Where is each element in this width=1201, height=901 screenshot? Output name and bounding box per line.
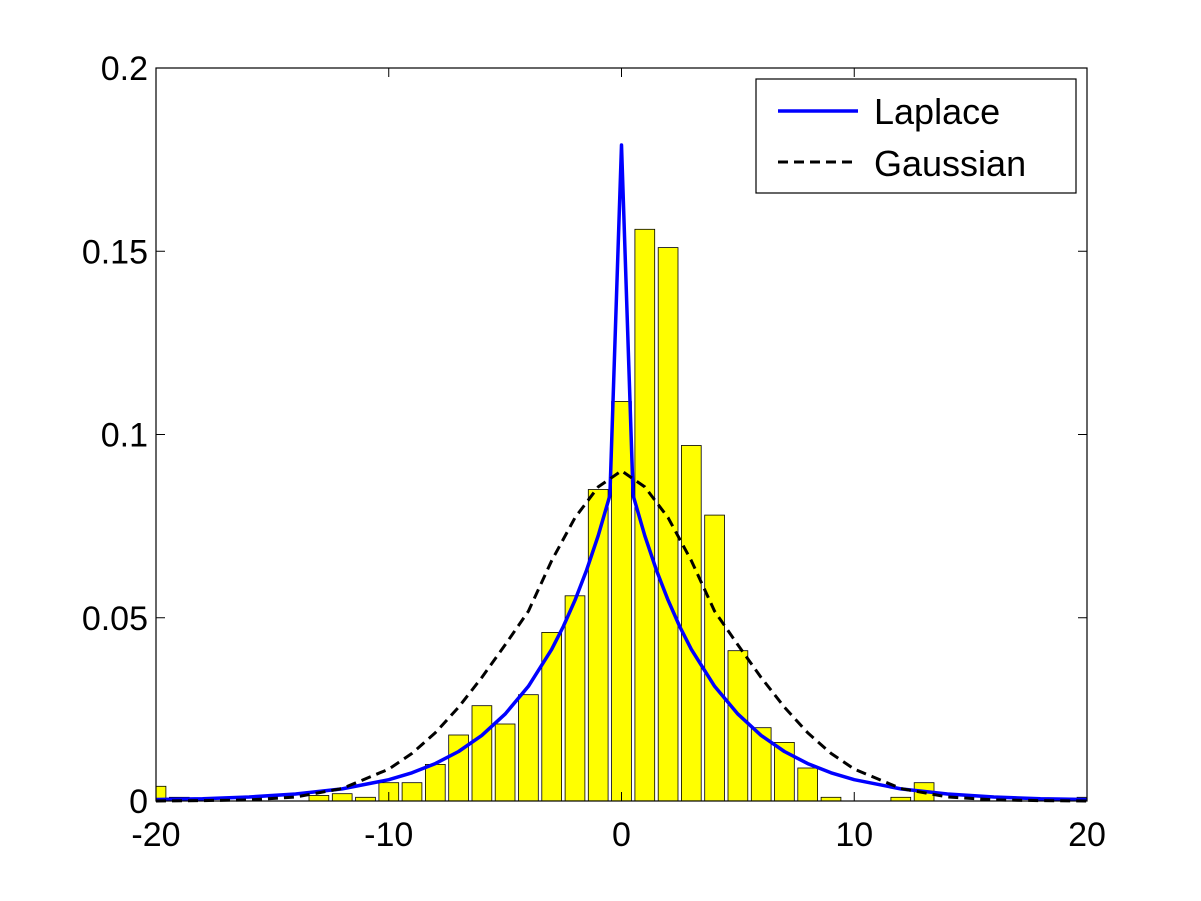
- legend-laplace-label: Laplace: [874, 91, 1000, 132]
- histogram-bar: [611, 401, 632, 802]
- legend: Laplace Gaussian: [755, 78, 1077, 194]
- histogram-bar: [704, 514, 725, 802]
- histogram-bar: [331, 793, 353, 802]
- x-tick-label: -10: [364, 816, 413, 854]
- histogram-bar: [471, 705, 493, 802]
- tick-labels: -20 -10 0 10 20 0 0.05 0.1 0.15 0.2: [82, 50, 1106, 854]
- histogram-bar: [564, 595, 586, 802]
- y-tick-label: 0.2: [101, 50, 148, 88]
- histogram-bar: [424, 764, 446, 802]
- y-tick-label: 0: [129, 783, 148, 821]
- histogram-bar: [518, 694, 539, 802]
- histogram-bar: [727, 650, 749, 802]
- histogram-bar: [401, 782, 423, 802]
- y-tick-label: 0.1: [101, 417, 148, 455]
- histogram-bar: [681, 445, 702, 802]
- x-tick-label: -20: [131, 816, 180, 854]
- histogram-bar: [797, 767, 818, 802]
- x-tick-label: 0: [612, 816, 631, 854]
- axes-frame: [155, 67, 1088, 802]
- y-tick-label: 0.15: [82, 233, 148, 271]
- series-lines: [155, 143, 1088, 803]
- x-tick-label: 20: [1068, 816, 1106, 854]
- legend-box: [755, 78, 1077, 194]
- histogram-bar: [657, 247, 679, 802]
- legend-gaussian-label: Gaussian: [874, 143, 1026, 184]
- histogram-bar: [494, 723, 516, 802]
- x-tick-label: 10: [835, 816, 873, 854]
- histogram-bar: [308, 795, 330, 802]
- histogram-bars: [155, 228, 1088, 802]
- series-line-laplace: [155, 143, 1088, 802]
- y-tick-label: 0.05: [82, 600, 148, 638]
